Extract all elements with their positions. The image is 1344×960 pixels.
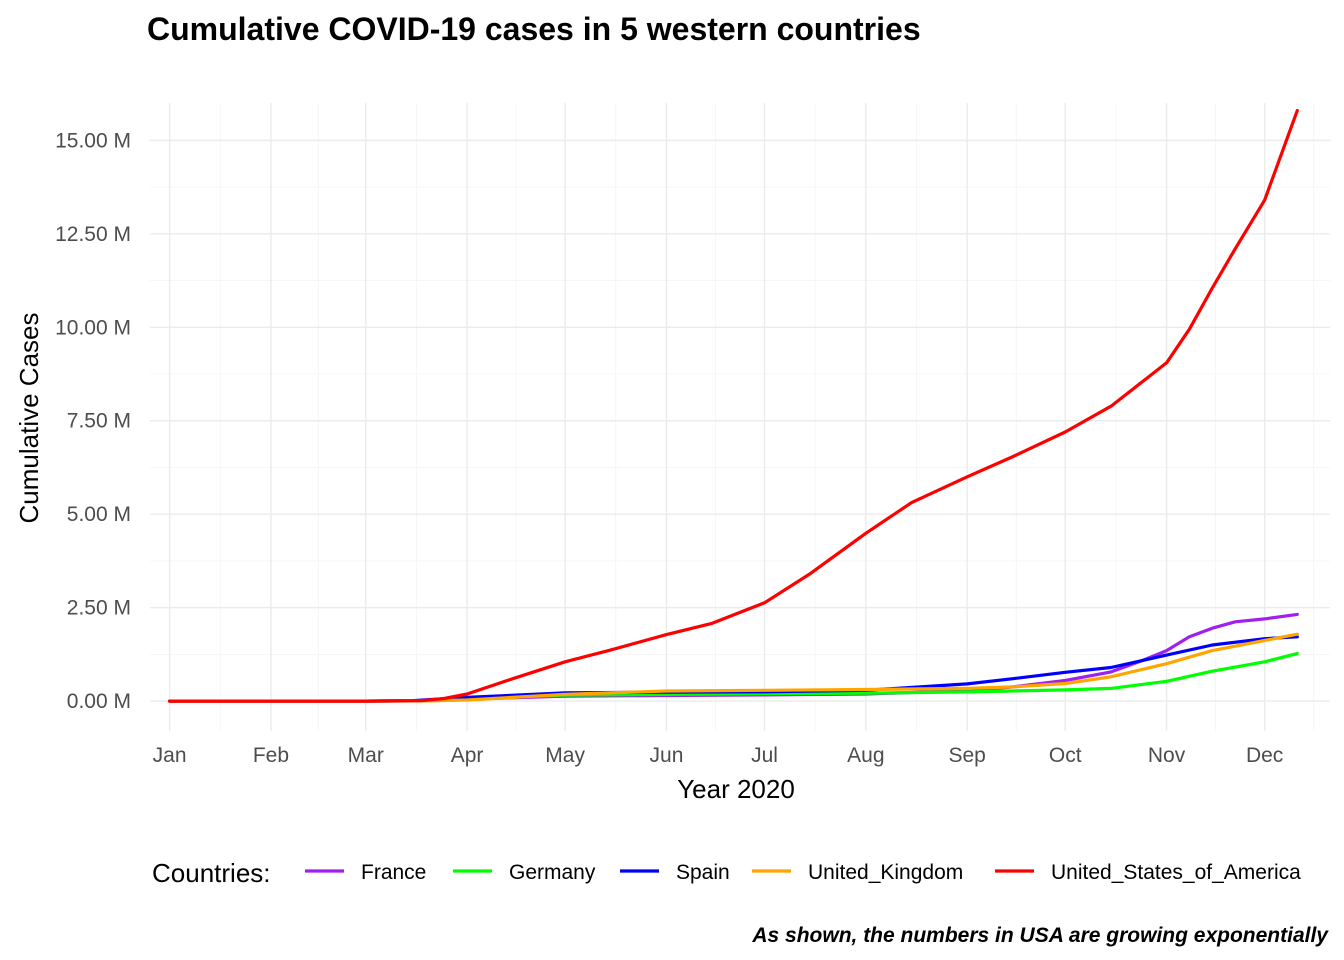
y-tick-label: 5.00 M — [67, 503, 131, 526]
series-line-united-kingdom — [168, 632, 1299, 703]
y-axis-ticks: 0.00 M 2.50 M 5.00 M 7.50 M 10.00 M 12.50 M 15… — [55, 129, 131, 713]
x-tick-label: Oct — [1049, 744, 1082, 767]
x-tick-label: Sep — [948, 744, 985, 767]
x-tick-label: Nov — [1148, 744, 1186, 767]
x-tick-label: Mar — [348, 744, 384, 767]
x-axis-ticks: Jan Feb Mar Apr May Jun Jul Aug Sep Oct Nov Dec — [153, 744, 1284, 767]
series-lines — [168, 108, 1299, 703]
y-tick-label: 0.00 M — [67, 690, 131, 713]
legend-label: United_States_of_America — [1051, 861, 1301, 884]
series-line-united-states-of-america — [168, 108, 1299, 703]
legend-label: Germany — [509, 861, 596, 884]
legend-title: Countries: — [152, 858, 271, 888]
y-tick-label: 10.00 M — [55, 316, 131, 339]
x-tick-label: Jul — [751, 744, 778, 767]
x-tick-label: Jun — [650, 744, 684, 767]
x-tick-label: Aug — [847, 744, 884, 767]
grid — [150, 103, 1330, 731]
x-tick-label: Apr — [451, 744, 484, 767]
x-tick-label: Jan — [153, 744, 187, 767]
chart-title: Cumulative COVID-19 cases in 5 western c… — [147, 11, 921, 47]
legend-label: France — [361, 861, 426, 884]
series-line-france — [168, 612, 1299, 703]
y-tick-label: 12.50 M — [55, 223, 131, 246]
x-axis-title: Year 2020 — [677, 774, 795, 804]
y-tick-label: 15.00 M — [55, 129, 131, 152]
chart-caption: As shown, the numbers in USA are growing… — [751, 924, 1329, 947]
y-axis-title: Cumulative Cases — [14, 313, 44, 524]
legend-label: Spain — [676, 861, 730, 884]
y-tick-label: 2.50 M — [67, 597, 131, 620]
series-line-germany — [168, 652, 1299, 703]
legend: Countries: France Germany Spain United_King… — [152, 858, 1301, 888]
y-tick-label: 7.50 M — [67, 410, 131, 433]
x-tick-label: Feb — [253, 744, 289, 767]
legend-label: United_Kingdom — [808, 861, 963, 884]
x-tick-label: Dec — [1246, 744, 1283, 767]
x-tick-label: May — [545, 744, 585, 767]
